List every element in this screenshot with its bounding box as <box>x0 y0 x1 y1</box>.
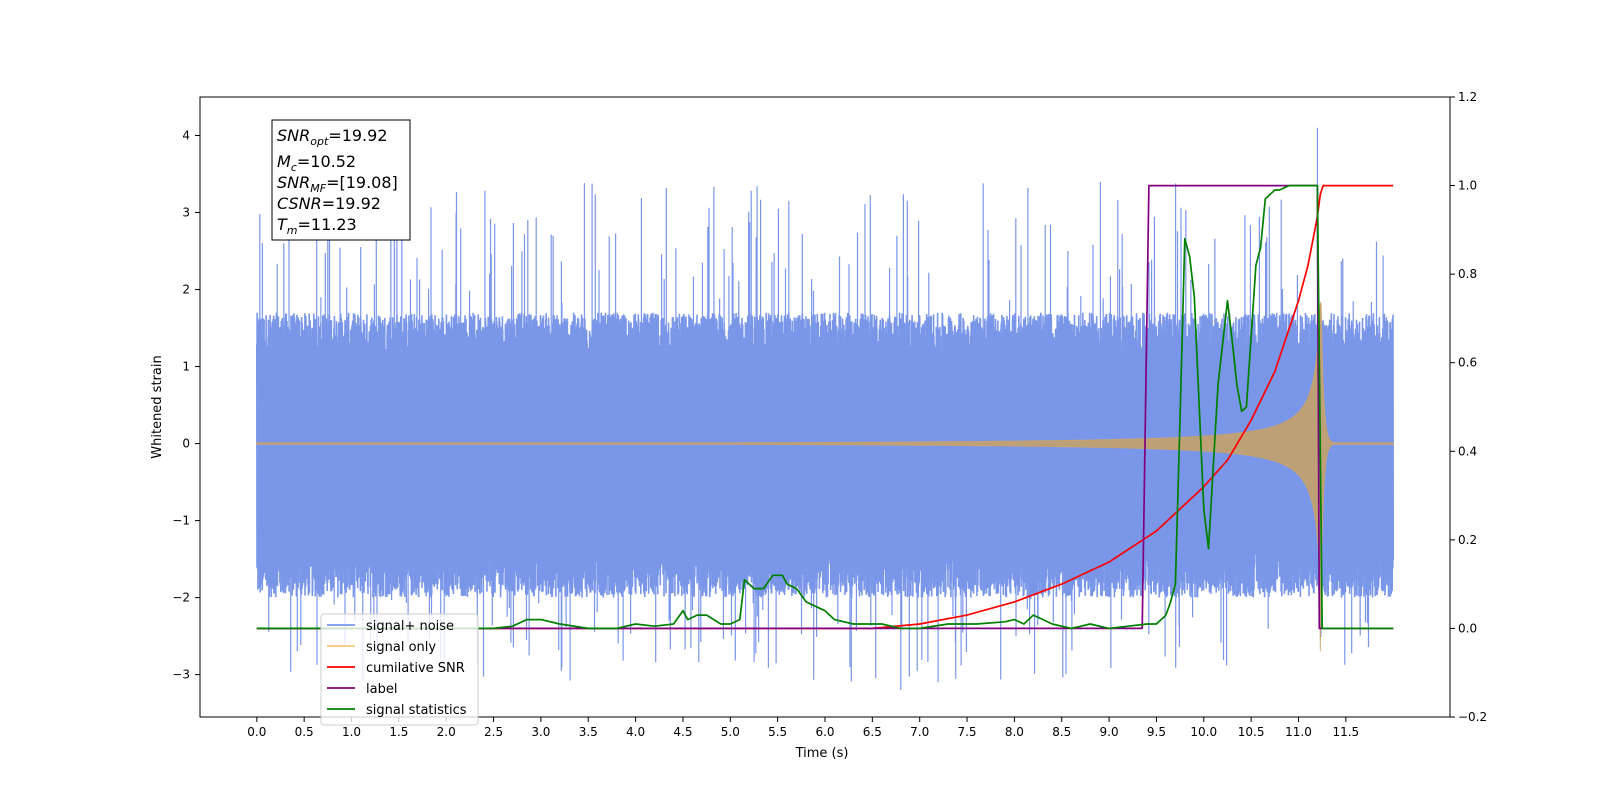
x-tick-label: 10.0 <box>1190 725 1217 739</box>
y2-tick-label: 0.0 <box>1458 621 1477 635</box>
legend-label: signal only <box>366 640 436 655</box>
y2-tick-label: −0.2 <box>1458 710 1487 724</box>
x-tick-label: 9.5 <box>1147 725 1166 739</box>
noise-band <box>256 312 1394 598</box>
x-tick-label: 1.5 <box>389 725 408 739</box>
y-tick-label: 3 <box>182 206 190 220</box>
signal-only-envelope <box>256 301 1394 652</box>
x-tick-label: 5.5 <box>768 725 787 739</box>
y-tick-label: 0 <box>182 437 190 451</box>
annotation-box: SNRopt=19.92 Mc=10.52 SNRMF=[19.08] CSNR… <box>271 119 411 241</box>
y-tick-label: 2 <box>182 283 190 297</box>
x-tick-label: 8.5 <box>1052 725 1071 739</box>
x-tick-label: 6.5 <box>863 725 882 739</box>
y2-tick-label: 1.2 <box>1458 90 1477 104</box>
x-tick-label: 6.0 <box>815 725 834 739</box>
legend-label: signal statistics <box>366 703 467 718</box>
x-tick-label: 7.5 <box>957 725 976 739</box>
x-axis-label: Time (s) <box>795 746 849 761</box>
y-axis-right: −0.2 0.0 0.2 0.4 0.6 0.8 1.0 1.2 <box>1450 90 1487 724</box>
x-tick-label: 10.5 <box>1238 725 1265 739</box>
noise-spikes <box>259 127 1384 690</box>
x-tick-label: 7.0 <box>910 725 929 739</box>
x-tick-label: 11.5 <box>1332 725 1359 739</box>
y2-tick-label: 0.8 <box>1458 267 1477 281</box>
annotation-snr-mf: SNRMF=[19.08] <box>277 173 398 195</box>
right-axis-series <box>256 184 1394 630</box>
signal-statistics-line <box>256 184 1394 630</box>
x-tick-label: 4.0 <box>626 725 645 739</box>
legend-frame <box>320 613 479 726</box>
annotation-csnr: CSNR=19.92 <box>277 194 381 213</box>
x-tick-label: 0.5 <box>295 725 314 739</box>
x-tick-label: 1.0 <box>342 725 361 739</box>
y-tick-label: −3 <box>172 668 190 682</box>
annotation-snr-opt: SNRopt=19.92 <box>277 126 388 148</box>
signal-noise-series <box>256 127 1394 690</box>
annotation-mc: Mc=10.52 <box>277 152 356 174</box>
y-tick-label: 4 <box>182 129 190 143</box>
x-tick-label: 9.0 <box>1100 725 1119 739</box>
y-tick-label: −1 <box>172 514 190 528</box>
y2-tick-label: 1.0 <box>1458 179 1477 193</box>
annotation-tm: Tm=11.23 <box>277 215 357 237</box>
x-tick-label: 11.0 <box>1285 725 1312 739</box>
y2-tick-label: 0.4 <box>1458 444 1477 458</box>
signal-only-series <box>256 301 1394 652</box>
x-tick-label: 8.0 <box>1005 725 1024 739</box>
legend-label: signal+ noise <box>366 619 454 634</box>
y-tick-label: −2 <box>172 591 190 605</box>
legend: signal+ noise signal only cumilative SNR la… <box>320 613 479 726</box>
legend-label: label <box>366 682 397 697</box>
x-axis: 0.0 0.5 1.0 1.5 2.0 2.5 3.0 3.5 4.0 4.5 5.0 5.5 6.0 6… <box>247 717 1359 739</box>
y-axis-left: −3 −2 −1 0 1 2 3 4 <box>172 129 200 682</box>
x-tick-label: 0.0 <box>247 725 266 739</box>
y2-tick-label: 0.2 <box>1458 533 1477 547</box>
y2-tick-label: 0.6 <box>1458 356 1477 370</box>
x-tick-label: 2.5 <box>484 725 503 739</box>
y-tick-label: 1 <box>182 360 190 374</box>
x-tick-label: 3.0 <box>531 725 550 739</box>
x-tick-label: 2.0 <box>437 725 456 739</box>
legend-label: cumilative SNR <box>366 661 465 676</box>
x-tick-label: 4.5 <box>673 725 692 739</box>
y-axis-label: Whitened strain <box>150 355 165 458</box>
x-tick-label: 5.0 <box>721 725 740 739</box>
x-tick-label: 3.5 <box>579 725 598 739</box>
